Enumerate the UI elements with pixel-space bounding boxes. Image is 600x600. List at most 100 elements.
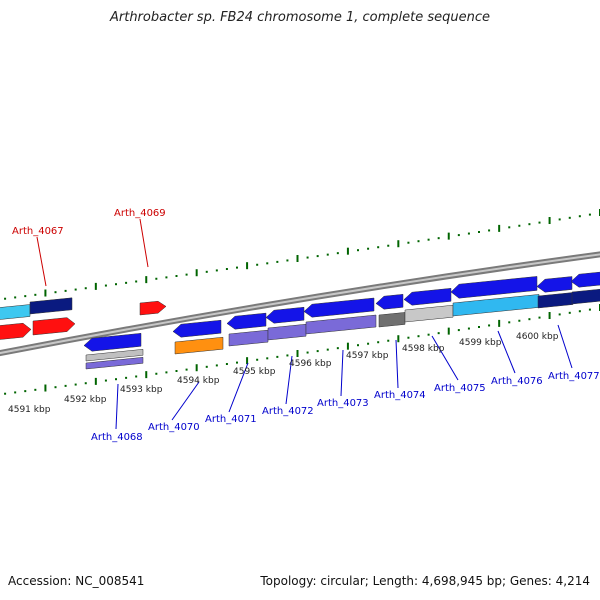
tick-dot bbox=[508, 321, 511, 324]
tick-dot bbox=[528, 223, 531, 226]
tick-dot bbox=[387, 244, 390, 247]
tick-dot bbox=[34, 293, 37, 296]
tick-dot bbox=[135, 375, 138, 378]
tick-dot bbox=[558, 218, 561, 221]
genome-stats-text: Topology: circular; Length: 4,698,945 bp… bbox=[260, 574, 590, 588]
tick-dot bbox=[286, 354, 289, 357]
tick-dot bbox=[528, 318, 531, 321]
tick-dot bbox=[34, 388, 37, 391]
callout-line bbox=[340, 349, 344, 397]
tick-dot bbox=[175, 275, 178, 277]
tick-dot bbox=[377, 246, 380, 249]
tick-dot bbox=[518, 224, 521, 227]
tick-dot bbox=[488, 229, 491, 232]
callout-line bbox=[431, 335, 459, 381]
tick-dot bbox=[54, 386, 57, 389]
tick-dot bbox=[256, 263, 259, 266]
tick-dot bbox=[387, 339, 390, 342]
gene-features bbox=[0, 271, 600, 370]
tick-dot bbox=[417, 335, 420, 338]
tick-major bbox=[44, 289, 47, 297]
tick-dot bbox=[276, 355, 279, 358]
gene-label-reverse[interactable]: Arth_4072 bbox=[262, 406, 314, 417]
forward-tick-track bbox=[4, 209, 600, 300]
gene-arrow bbox=[378, 312, 406, 328]
gene-arrow bbox=[404, 304, 454, 323]
gene-label-reverse[interactable]: Arth_4074 bbox=[374, 390, 426, 401]
tick-major bbox=[296, 350, 299, 357]
tick-major bbox=[447, 232, 450, 240]
gene-arrow bbox=[139, 300, 167, 316]
tick-dot bbox=[175, 370, 178, 372]
tick-dot bbox=[336, 252, 339, 255]
tick-major bbox=[44, 384, 47, 392]
tick-dot bbox=[74, 383, 77, 386]
gene-label-reverse[interactable]: Arth_4070 bbox=[148, 422, 200, 433]
scale-label: 4594 kbp bbox=[177, 376, 220, 386]
tick-dot bbox=[437, 237, 440, 240]
tick-dot bbox=[104, 284, 107, 287]
gene-label-reverse[interactable]: Arth_4071 bbox=[205, 414, 257, 425]
tick-dot bbox=[256, 358, 259, 361]
gene-arrow bbox=[267, 323, 307, 341]
tick-dot bbox=[84, 382, 87, 385]
tick-dot bbox=[316, 350, 319, 353]
tick-major bbox=[498, 319, 501, 327]
scale-label: 4599 kbp bbox=[459, 338, 502, 348]
callout-line bbox=[139, 218, 149, 268]
tick-dot bbox=[115, 283, 117, 286]
gene-arrow bbox=[83, 333, 142, 352]
tick-dot bbox=[4, 392, 7, 395]
gene-label-reverse[interactable]: Arth_4075 bbox=[434, 383, 486, 394]
tick-dot bbox=[306, 351, 309, 354]
tick-dot bbox=[568, 216, 571, 219]
tick-major bbox=[548, 217, 551, 225]
gene-label-reverse[interactable]: Arth_4073 bbox=[317, 398, 369, 409]
gene-labels: Arth_4067 Arth_4069 Arth_4068 Arth_4070 … bbox=[12, 208, 600, 443]
tick-dot bbox=[467, 327, 470, 330]
tick-dot bbox=[165, 371, 168, 374]
gene-label-forward[interactable]: Arth_4069 bbox=[114, 208, 166, 219]
tick-dot bbox=[367, 342, 370, 345]
gene-label-reverse[interactable]: Arth_4077 bbox=[548, 371, 600, 382]
callout-line bbox=[395, 339, 399, 389]
tick-dot bbox=[286, 259, 289, 262]
tick-dot bbox=[326, 253, 329, 256]
tick-dot bbox=[377, 341, 380, 344]
tick-dot bbox=[578, 310, 581, 313]
tick-dot bbox=[306, 256, 309, 259]
callout-line bbox=[497, 330, 516, 374]
tick-dot bbox=[326, 348, 329, 351]
gene-arrow bbox=[450, 276, 538, 299]
callout-line bbox=[557, 324, 573, 369]
tick-major bbox=[397, 335, 400, 343]
tick-dot bbox=[538, 316, 541, 319]
callout-line bbox=[115, 383, 119, 430]
scale-label: 4592 kbp bbox=[64, 395, 107, 405]
tick-dot bbox=[457, 329, 460, 332]
tick-dot bbox=[125, 376, 128, 379]
tick-dot bbox=[64, 384, 67, 387]
tick-dot bbox=[185, 273, 188, 276]
tick-dot bbox=[367, 247, 370, 250]
tick-major bbox=[145, 276, 148, 284]
gene-label-reverse[interactable]: Arth_4068 bbox=[91, 432, 143, 443]
gene-label-forward[interactable]: Arth_4067 bbox=[12, 226, 64, 237]
tick-major bbox=[498, 224, 501, 232]
tick-dot bbox=[205, 270, 208, 273]
gene-arrow bbox=[226, 312, 267, 330]
tick-dot bbox=[125, 281, 128, 284]
tick-dot bbox=[215, 269, 218, 272]
accession-text: Accession: NC_008541 bbox=[8, 574, 145, 588]
gene-arrow bbox=[172, 319, 222, 338]
tick-dot bbox=[568, 311, 571, 314]
scale-labels: 4591 kbp 4592 kbp 4593 kbp 4594 kbp 4595… bbox=[8, 332, 559, 415]
backbone-inner bbox=[0, 253, 600, 355]
tick-dot bbox=[488, 324, 491, 327]
tick-dot bbox=[236, 266, 238, 269]
gene-label-reverse[interactable]: Arth_4076 bbox=[491, 376, 543, 387]
tick-dot bbox=[578, 215, 581, 218]
callout-line bbox=[171, 381, 200, 421]
gene-arrow bbox=[0, 322, 32, 340]
tick-dot bbox=[225, 268, 228, 271]
